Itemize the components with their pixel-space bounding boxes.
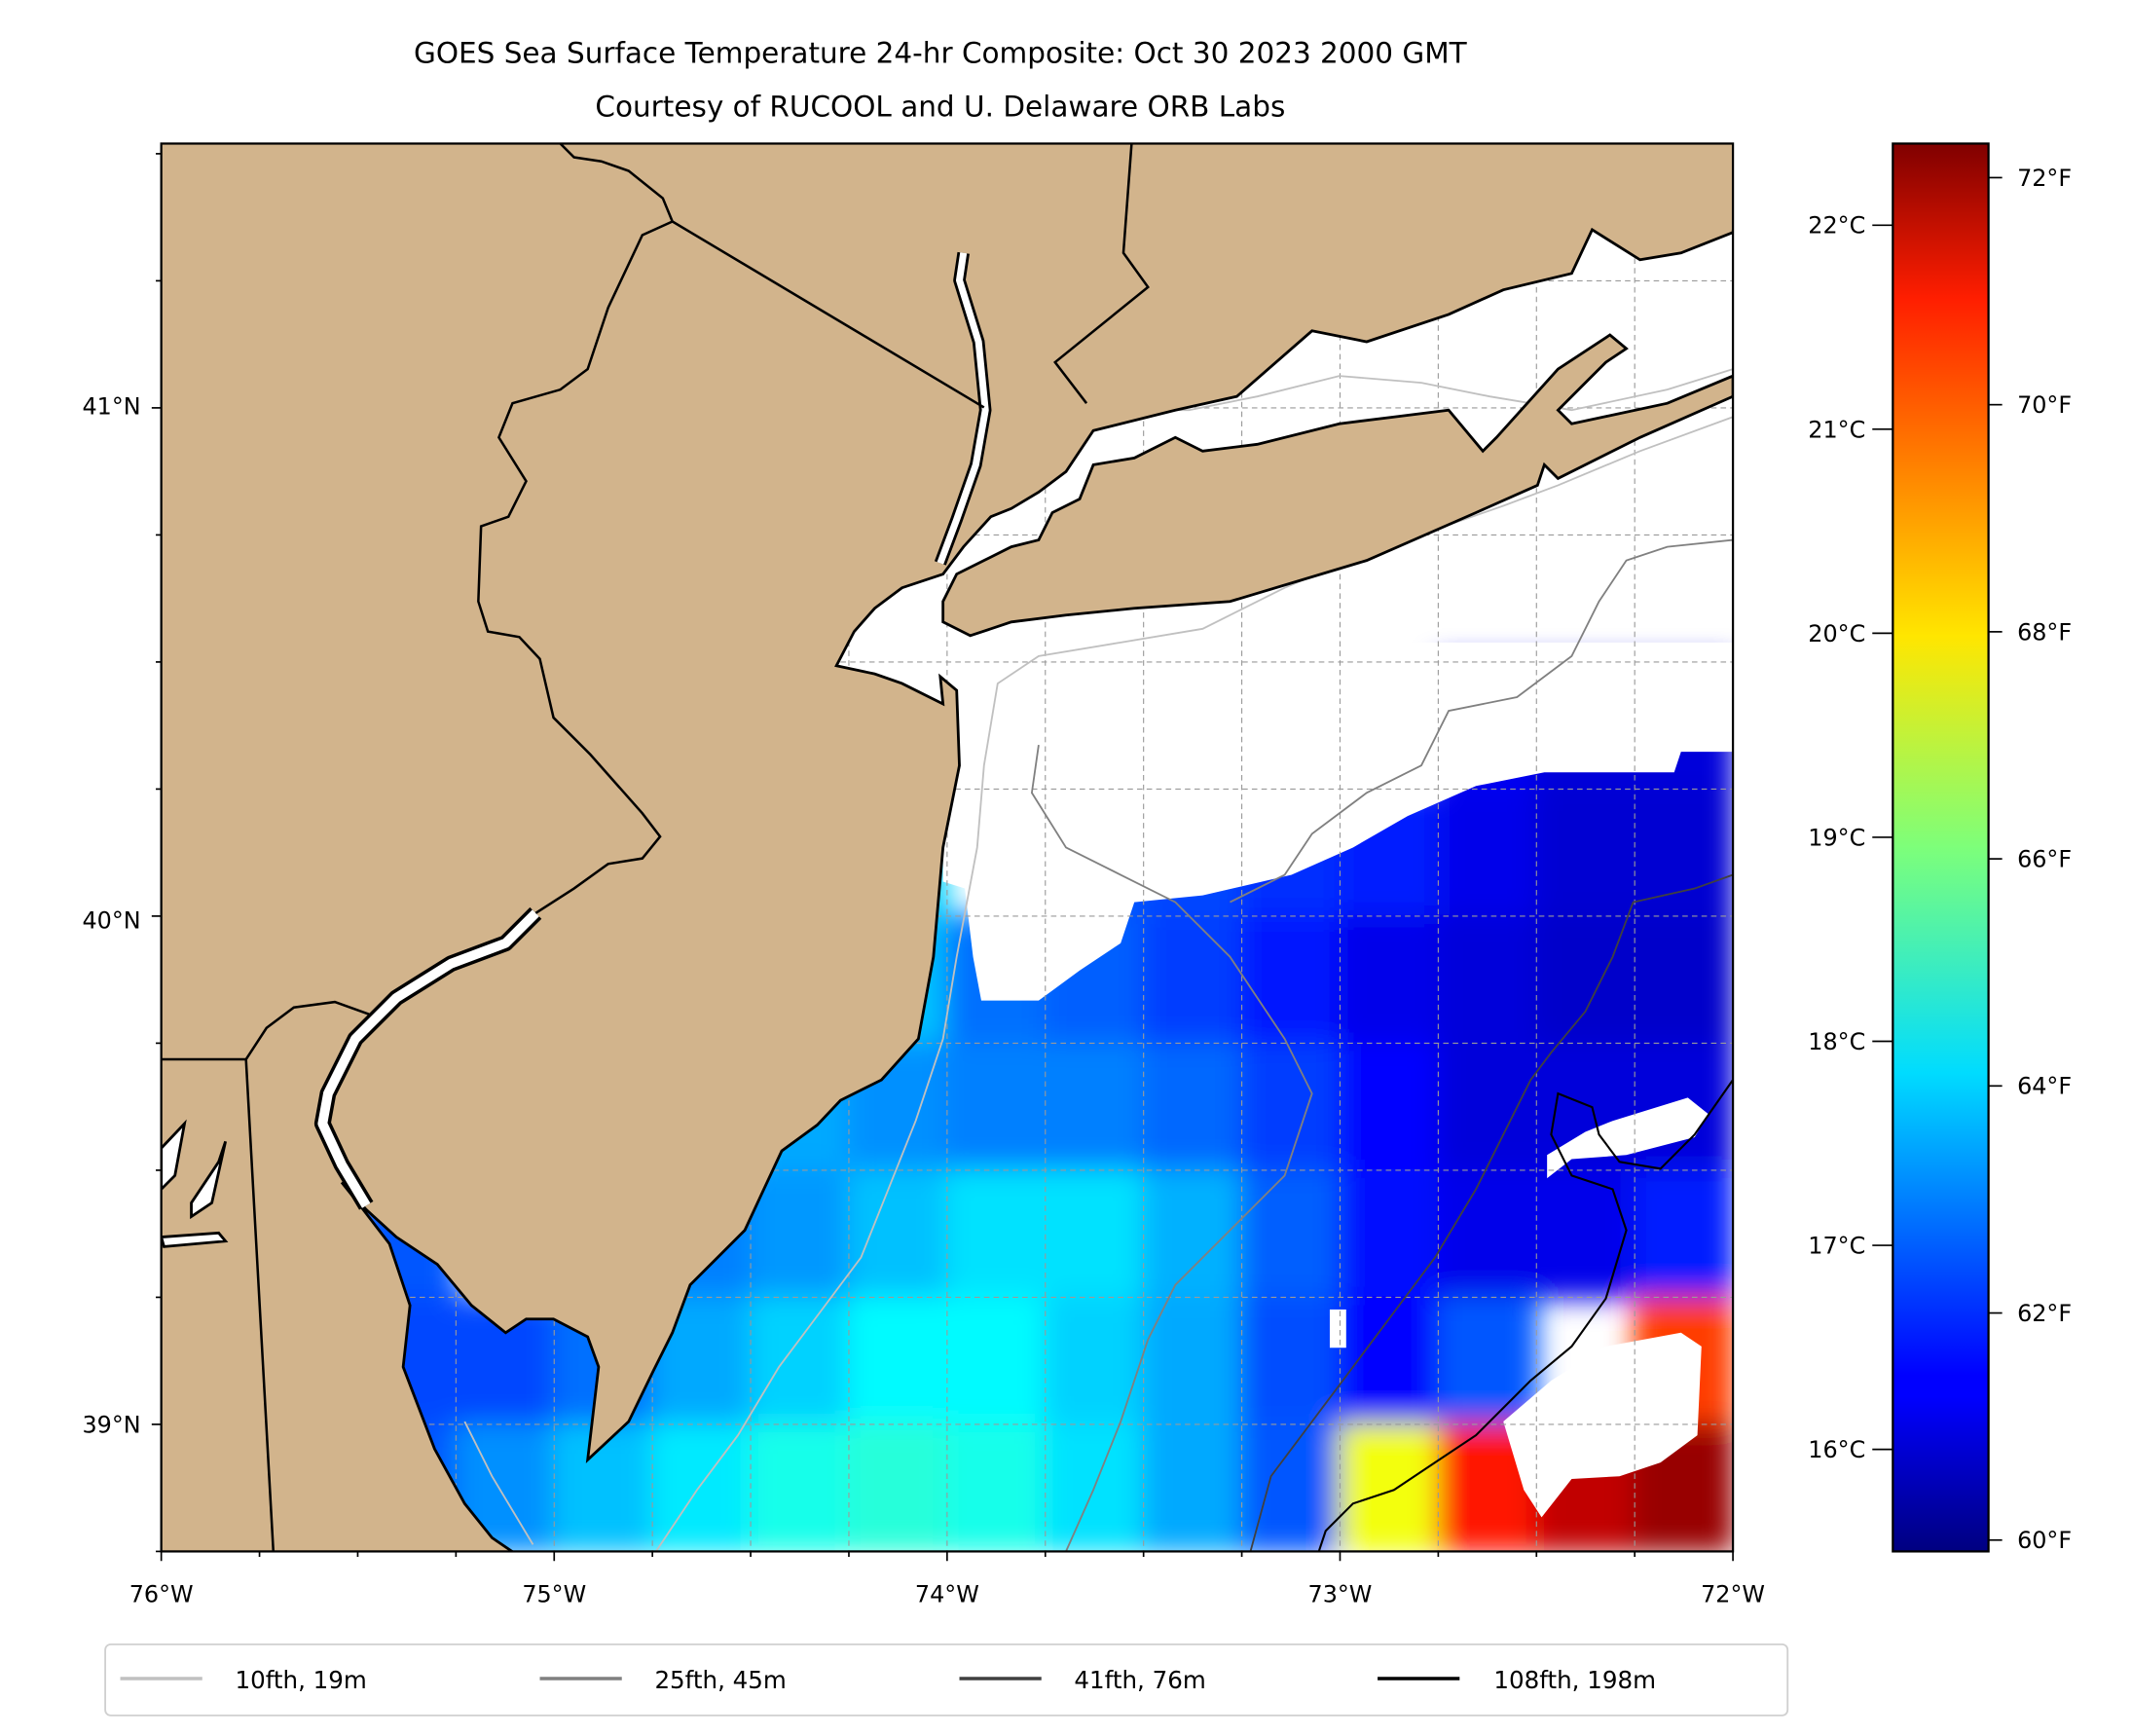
lon-tick-label: 74°W bbox=[915, 1580, 979, 1607]
fahrenheit-tick-label: 72°F bbox=[2017, 165, 2072, 192]
sst-cell bbox=[1436, 1042, 1538, 1172]
sst-cell bbox=[650, 1422, 753, 1552]
celsius-tick-label: 16°C bbox=[1808, 1436, 1865, 1463]
legend-label: 10fth, 19m bbox=[235, 1666, 366, 1694]
celsius-tick-label: 19°C bbox=[1808, 824, 1865, 851]
sst-cell bbox=[945, 1296, 1048, 1426]
chart-subtitle: Courtesy of RUCOOL and U. Delaware ORB L… bbox=[595, 90, 1285, 123]
cloud-region bbox=[942, 642, 1734, 1001]
lon-tick-label: 73°W bbox=[1308, 1580, 1373, 1607]
sst-cell bbox=[1142, 1042, 1243, 1172]
map-area bbox=[161, 143, 1734, 1552]
celsius-tick-label: 17°C bbox=[1808, 1233, 1865, 1260]
sst-cell bbox=[749, 1422, 851, 1552]
colorbar-ticks: 72°F 70°F 68°F 66°F 64°F 62°F 60°F 22°C 21°C 20°C… bbox=[1808, 165, 2072, 1554]
sst-cell bbox=[1044, 1042, 1146, 1172]
lat-tick-label: 40°N bbox=[82, 906, 140, 934]
sst-cell bbox=[1633, 1168, 1734, 1299]
sst-cell bbox=[1044, 1168, 1146, 1299]
sst-cell bbox=[1044, 1296, 1146, 1426]
sst-cell bbox=[1633, 788, 1734, 918]
lon-axis: 76°W 75°W 74°W 73°W 72°W bbox=[129, 1580, 1765, 1607]
sst-cell bbox=[1142, 914, 1243, 1045]
sst-cell bbox=[945, 1422, 1048, 1552]
lat-tick-label: 39°N bbox=[82, 1411, 140, 1438]
sst-cell bbox=[1436, 1168, 1538, 1299]
sst-cell bbox=[1142, 1168, 1243, 1299]
hudson-river bbox=[937, 252, 989, 565]
lat-axis: 41°N 40°N 39°N bbox=[82, 392, 140, 1438]
sst-cell bbox=[1142, 1422, 1243, 1552]
sst-cell bbox=[1436, 788, 1538, 918]
sst-cell bbox=[1339, 914, 1440, 1045]
sst-cell bbox=[1339, 1422, 1440, 1552]
isobath-25fth bbox=[1030, 538, 1734, 1552]
fahrenheit-tick-label: 62°F bbox=[2017, 1300, 2072, 1327]
legend-label: 108fth, 198m bbox=[1493, 1666, 1656, 1694]
fahrenheit-tick-label: 64°F bbox=[2017, 1073, 2072, 1100]
sst-cell bbox=[945, 1168, 1048, 1299]
sst-cell bbox=[945, 1042, 1048, 1172]
chart-title: GOES Sea Surface Temperature 24-hr Compo… bbox=[414, 37, 1468, 70]
state-borders bbox=[161, 143, 1150, 1552]
lon-tick-label: 76°W bbox=[129, 1580, 194, 1607]
fahrenheit-tick-label: 60°F bbox=[2017, 1527, 2072, 1554]
isobath-41fth bbox=[1249, 873, 1734, 1552]
fahrenheit-tick-label: 66°F bbox=[2017, 846, 2072, 873]
delaware-river bbox=[317, 909, 539, 1208]
sst-cell bbox=[1339, 1296, 1440, 1426]
sst-cell bbox=[847, 1168, 949, 1299]
cloud-region bbox=[1329, 1309, 1346, 1348]
legend: 10fth, 19m 25fth, 45m 41fth, 76m 108fth,… bbox=[104, 1643, 1789, 1717]
legend-label: 41fth, 76m bbox=[1074, 1666, 1205, 1694]
sst-cell bbox=[1339, 1168, 1440, 1299]
map-axis-ticks bbox=[151, 153, 1734, 1562]
fahrenheit-tick-label: 68°F bbox=[2017, 618, 2072, 646]
chesapeake-inlet bbox=[161, 1119, 229, 1248]
cloud-mask bbox=[942, 642, 1734, 1518]
sst-cell bbox=[847, 1422, 949, 1552]
lon-tick-label: 72°W bbox=[1701, 1580, 1765, 1607]
celsius-tick-label: 22°C bbox=[1808, 212, 1865, 240]
sst-cell bbox=[1240, 1042, 1342, 1172]
legend-box bbox=[104, 1643, 1789, 1717]
lon-tick-label: 75°W bbox=[522, 1580, 586, 1607]
sst-cell bbox=[1240, 1296, 1342, 1426]
cloud-region bbox=[1547, 1097, 1709, 1179]
sst-cell bbox=[1436, 914, 1538, 1045]
legend-label: 25fth, 45m bbox=[654, 1666, 786, 1694]
sst-cell bbox=[1240, 914, 1342, 1045]
sst-cell bbox=[1534, 914, 1636, 1045]
celsius-tick-label: 18°C bbox=[1808, 1028, 1865, 1055]
celsius-tick-label: 21°C bbox=[1808, 416, 1865, 443]
sst-cell bbox=[1633, 914, 1734, 1045]
fahrenheit-tick-label: 70°F bbox=[2017, 391, 2072, 419]
celsius-tick-label: 20°C bbox=[1808, 620, 1865, 647]
sst-cell bbox=[749, 1168, 851, 1299]
sst-cell bbox=[1240, 1168, 1342, 1299]
land-long-island bbox=[941, 333, 1734, 638]
lat-tick-label: 41°N bbox=[82, 392, 140, 420]
sst-cell bbox=[749, 1296, 851, 1426]
sst-cell bbox=[1534, 1168, 1636, 1299]
sst-cell bbox=[847, 1296, 949, 1426]
cloud-region bbox=[1503, 1332, 1702, 1518]
sst-cell bbox=[1534, 788, 1636, 918]
isobath-108fth bbox=[1317, 1079, 1734, 1552]
sst-cell bbox=[1339, 1042, 1440, 1172]
colorbar bbox=[1892, 142, 1990, 1553]
sst-cell bbox=[1142, 1296, 1243, 1426]
sst-cell bbox=[1436, 1296, 1538, 1426]
